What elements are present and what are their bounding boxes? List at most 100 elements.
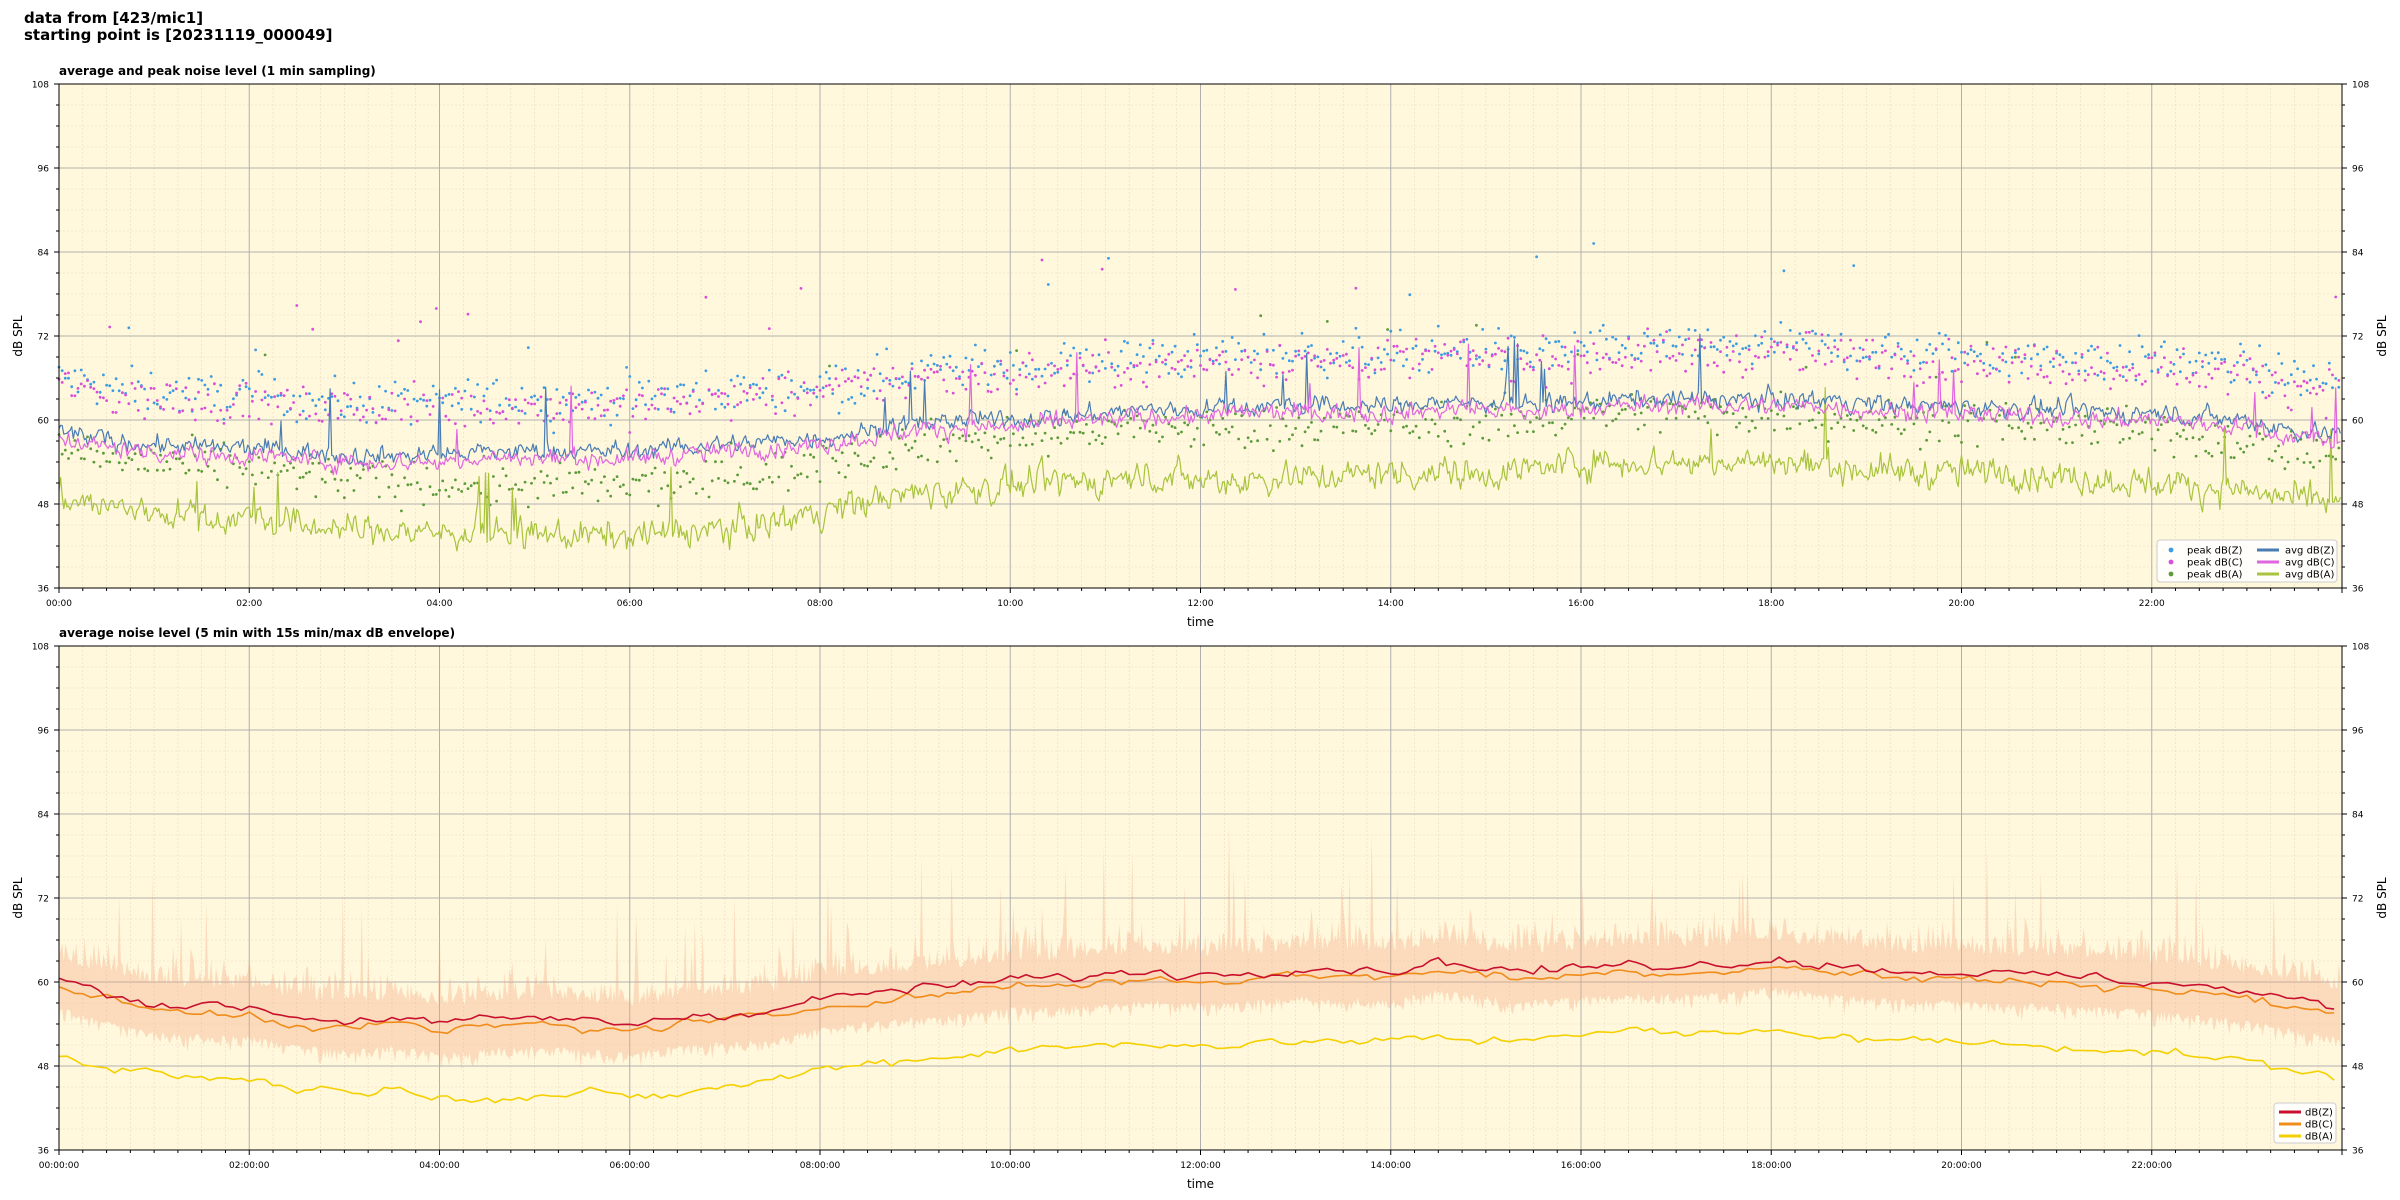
peak-point xyxy=(2099,356,2103,359)
peak-point xyxy=(1221,417,1225,420)
peak-point xyxy=(1335,357,1339,360)
peak-point xyxy=(764,462,768,466)
peak-point xyxy=(504,397,508,400)
peak-point xyxy=(812,455,816,459)
peak-point xyxy=(495,499,498,503)
peak-point xyxy=(2134,378,2138,382)
peak-point xyxy=(2029,364,2033,368)
peak-point xyxy=(2324,382,2328,386)
peak-point xyxy=(1715,364,1719,368)
peak-point xyxy=(1658,431,1662,434)
peak-point xyxy=(2197,351,2201,355)
y-tick-label-right: 36 xyxy=(2352,585,2364,595)
peak-point xyxy=(764,403,768,407)
peak-point xyxy=(672,410,676,414)
peak-point xyxy=(1367,375,1370,379)
peak-point xyxy=(1376,356,1380,360)
peak-point xyxy=(1665,330,1668,333)
peak-point xyxy=(2048,360,2052,364)
peak-point xyxy=(2131,362,2135,366)
peak-point xyxy=(168,391,172,394)
peak-point xyxy=(1836,421,1840,424)
peak-point xyxy=(1884,349,1887,353)
peak-point xyxy=(929,367,933,371)
peak-point xyxy=(748,482,752,486)
peak-point xyxy=(2007,424,2011,428)
peak-point xyxy=(1592,416,1596,420)
peak-point xyxy=(1589,371,1592,375)
peak-point xyxy=(1525,351,1529,355)
peak-point xyxy=(618,485,622,488)
peak-point xyxy=(1490,354,1494,358)
peak-point xyxy=(482,399,486,403)
peak-point xyxy=(216,389,219,393)
peak-point xyxy=(2039,364,2043,368)
peak-point xyxy=(1037,367,1041,371)
peak-point xyxy=(2191,373,2195,377)
peak-point xyxy=(1386,328,1389,331)
peak-point xyxy=(2261,390,2265,394)
peak-point xyxy=(996,441,999,445)
peak-point xyxy=(815,470,819,473)
peak-point xyxy=(2020,429,2024,433)
peak-point xyxy=(2131,430,2135,433)
peak-point xyxy=(824,384,828,388)
peak-point xyxy=(1059,351,1063,355)
peak-point xyxy=(2109,387,2112,391)
peak-point xyxy=(2086,349,2090,352)
peak-point xyxy=(1062,384,1066,388)
peak-point xyxy=(964,387,968,391)
peak-point xyxy=(241,472,245,476)
peak-point xyxy=(2245,377,2249,381)
peak-point xyxy=(894,377,898,380)
peak-point xyxy=(1890,355,1894,359)
peak-point xyxy=(720,460,724,464)
peak-point xyxy=(910,367,914,371)
peak-point xyxy=(1633,413,1637,416)
peak-point xyxy=(434,493,438,496)
peak-point xyxy=(2029,357,2033,361)
peak-point xyxy=(840,368,844,372)
peak-point xyxy=(1709,345,1713,349)
peak-point xyxy=(2305,381,2309,385)
peak-point xyxy=(1031,358,1034,362)
peak-point xyxy=(444,488,448,492)
peak-point xyxy=(333,477,337,481)
peak-point xyxy=(174,457,178,461)
peak-point xyxy=(2080,355,2084,359)
peak-point xyxy=(1874,350,1878,354)
peak-point xyxy=(473,413,476,417)
peak-point xyxy=(729,378,733,382)
peak-point xyxy=(755,383,758,387)
peak-point xyxy=(1513,424,1516,428)
peak-point xyxy=(2201,435,2204,439)
peak-point xyxy=(2308,391,2312,395)
peak-point xyxy=(685,402,689,405)
peak-point xyxy=(2144,355,2147,358)
peak-point xyxy=(1687,328,1691,331)
peak-point xyxy=(1509,334,1513,338)
x-tick-label: 00:00:00 xyxy=(39,1161,80,1171)
peak-point xyxy=(568,471,571,475)
peak-point xyxy=(2210,376,2214,380)
series-peak-db-a- xyxy=(57,314,2341,513)
peak-point xyxy=(1918,361,1922,365)
peak-point xyxy=(1887,376,1890,380)
peak-point xyxy=(254,482,257,486)
peak-point xyxy=(2058,363,2062,367)
peak-point xyxy=(847,377,850,381)
peak-point xyxy=(1234,412,1237,416)
peak-point xyxy=(1202,443,1206,447)
peak-point xyxy=(2055,349,2059,353)
peak-point xyxy=(942,378,946,382)
peak-point xyxy=(951,433,955,437)
peak-point xyxy=(951,391,955,395)
peak-point xyxy=(615,397,619,400)
peak-point xyxy=(542,386,546,389)
peak-point xyxy=(1811,354,1814,357)
peak-point xyxy=(549,397,552,401)
peak-point xyxy=(1256,376,1259,380)
peak-point xyxy=(117,400,121,404)
peak-point xyxy=(98,390,102,394)
peak-point xyxy=(473,481,476,485)
